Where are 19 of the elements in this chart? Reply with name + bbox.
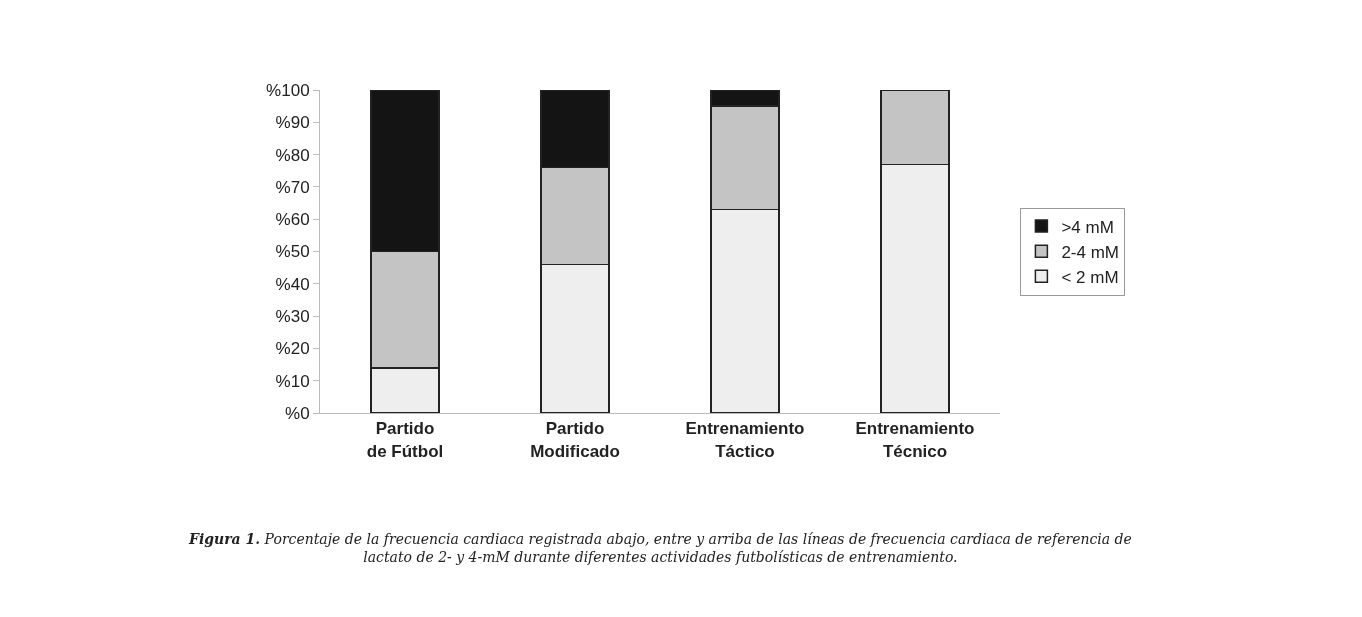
y-tick-label: %60 [275,210,310,230]
y-tick-label: %50 [275,242,310,262]
legend-label: < 2 mM [1061,267,1119,287]
x-tick-label: Partido Modificado [530,419,620,461]
text: Figura 1. Porcentaje de la frecuencia cardiaca registrada abajo, entre y arriba de las líneas de frecuencia cardiaca de referencia de lactato de 2- y 4-mM durante diferentes actividades futbolísticas de entrenamiento. [188,531,1132,566]
y-tick-label: %40 [275,274,310,294]
x-tick-label: Entrenamiento Técnico [855,419,975,461]
y-tick-label: %100 [266,80,310,100]
legend-label: 2-4 mM [1061,242,1120,262]
y-tick-label: %30 [275,307,310,327]
x-tick-label: Partido de Fútbol [366,419,444,461]
y-tick-label: %70 [275,177,310,197]
x-tick-label: Entrenamiento Táctico [685,419,805,461]
y-tick-label: %0 [285,403,310,423]
y-tick-label: %10 [275,371,310,391]
y-tick-label: %90 [275,113,310,133]
y-tick-label: %20 [275,339,310,359]
legend-label: >4 mM [1061,217,1114,237]
y-tick-label: %80 [275,145,310,165]
